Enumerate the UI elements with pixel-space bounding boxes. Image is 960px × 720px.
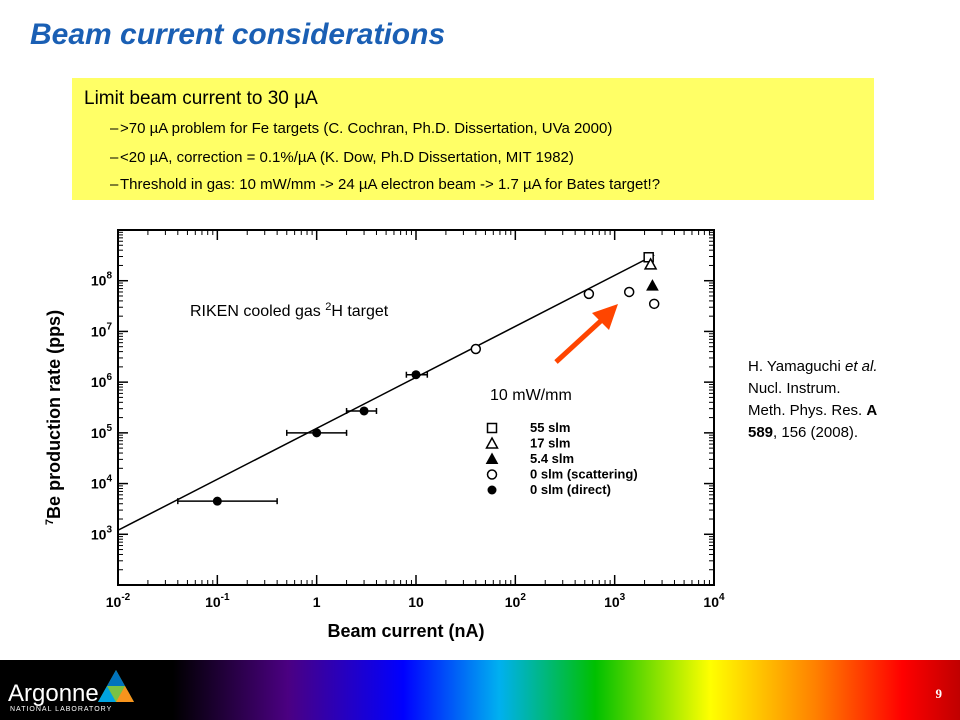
bullet-dash: – [110,149,119,166]
info-box: Limit beam current to 30 µA – >70 µA pro… [72,78,874,200]
data-point [470,343,482,355]
red-arrow-icon [554,304,618,364]
arrow-shaft [554,316,606,364]
series-5-4-slm [646,279,659,291]
info-bullet-1: – >70 µA problem for Fe targets (C. Coch… [110,120,613,137]
data-point [312,428,322,438]
reference-citation: H. Yamaguchi et al. Nucl. Instrum. Meth.… [748,356,878,444]
series-0-slm-scattering- [470,286,660,355]
data-point [411,370,421,380]
legend-label: 55 slm [530,420,570,435]
footer-bar: Argonne NATIONAL LABORATORY 9 [0,660,960,720]
info-bullet-text: Threshold in gas: 10 mW/mm -> 24 µA elec… [120,176,661,193]
logo-name: Argonne [8,680,99,707]
legend-marker [487,485,497,495]
legend-marker [485,436,499,449]
ref-journal-2: Meth. Phys. Res. [748,402,867,419]
info-bullet-2: – <20 µA, correction = 0.1%/µA (K. Dow, … [110,149,574,166]
annotation-power-label: 10 mW/mm [490,387,572,404]
y-tick-label: 103 [91,524,113,542]
x-tick-label: 104 [703,592,725,610]
logo-subtitle: NATIONAL LABORATORY [10,706,113,713]
data-point [646,279,659,291]
data-point [648,298,660,310]
data-point [623,286,635,298]
bullet-dash: – [110,120,119,137]
y-tick-label: 105 [91,423,113,441]
x-tick-label: 1 [313,594,321,610]
info-bullet-text: <20 µA, correction = 0.1%/µA (K. Dow, Ph… [120,149,574,166]
bullet-dash: – [110,176,119,193]
ref-authors: H. Yamaguchi [748,358,845,375]
legend-marker [486,469,498,480]
legend-marker [485,452,499,464]
x-tick-label: 10-1 [205,592,230,610]
data-point [583,288,595,300]
legend-marker [486,422,498,434]
y-tick-label: 106 [91,372,113,390]
logo-triangle-icon [98,670,134,702]
ref-journal-1: Nucl. Instrum. [748,380,841,397]
x-axis-label: Beam current (nA) [327,621,484,641]
info-bullet-text: >70 µA problem for Fe targets (C. Cochra… [120,120,613,137]
series-17-slm [643,257,658,270]
y-axis-label: 7Be production rate (pps) [44,310,64,525]
data-point [643,257,658,270]
annotation-target-label: RIKEN cooled gas 2H target [190,301,389,320]
ref-etal: et al. [845,358,878,375]
fit-line [117,254,655,531]
x-tick-label: 102 [505,592,527,610]
info-bullet-3: – Threshold in gas: 10 mW/mm -> 24 µA el… [110,176,661,193]
data-point [212,496,222,506]
legend-label: 17 slm [530,436,570,451]
series-0-slm-direct- [177,370,429,506]
ref-volume: 589 [748,424,774,441]
legend-label: 0 slm (scattering) [530,467,638,482]
x-tick-label: 103 [604,592,626,610]
data-point [359,406,369,416]
slide-title: Beam current considerations [30,18,446,51]
ref-pages-year: , 156 (2008). [773,424,859,441]
legend-label: 5.4 slm [530,451,574,466]
y-tick-label: 108 [91,271,113,289]
y-tick-label: 107 [91,321,113,339]
legend-label: 0 slm (direct) [530,482,611,497]
x-tick-label: 10-2 [106,592,131,610]
y-tick-label: 104 [91,474,113,492]
plot-frame [117,229,715,586]
argonne-logo: Argonne NATIONAL LABORATORY [0,660,140,720]
production-rate-chart: 10-2 10-1 1 10 102 103 104 103 104 105 106 107 108 Be… [44,229,725,641]
arrow-head [592,304,618,330]
ref-series: A [866,402,878,419]
x-tick-label: 10 [408,594,424,610]
info-main-text: Limit beam current to 30 µA [84,88,318,109]
page-number: 9 [935,686,943,701]
